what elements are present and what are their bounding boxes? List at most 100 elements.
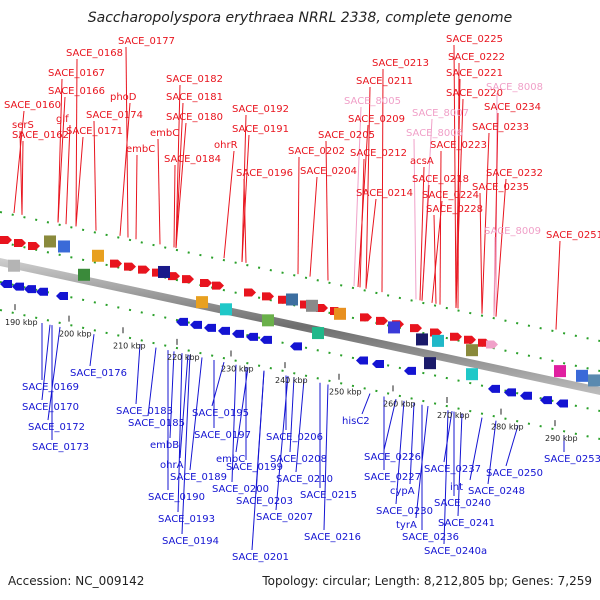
bottom-gene-label: SACE_0173 (32, 442, 89, 453)
reverse-gene-arrow (190, 320, 202, 329)
bottom-gene-label: SACE_0176 (70, 368, 127, 379)
reverse-gene-arrow (24, 285, 36, 294)
top-label-leaders (13, 44, 561, 330)
bottom-gene-label: SACE_0195 (192, 408, 249, 419)
bottom-gene-label: SACE_0200 (212, 484, 269, 495)
bottom-gene-label: SACE_0206 (266, 432, 323, 443)
bottom-label-leader (189, 357, 203, 471)
reverse-gene-arrow (556, 399, 568, 408)
bottom-gene-label: hisC2 (342, 416, 370, 427)
reverse-gene-arrow (12, 282, 24, 291)
top-gene-label: SACE_0182 (166, 74, 223, 85)
gene-box (554, 365, 566, 378)
gene-box (196, 296, 208, 309)
bottom-label-leader (169, 351, 175, 439)
bottom-gene-label: SACE_0203 (236, 496, 293, 507)
genome-title: Saccharopolyspora erythraea NRRL 2338, c… (87, 10, 513, 26)
top-label-leader (353, 106, 362, 287)
top-label-leader (479, 192, 483, 314)
top-label-leader (381, 68, 384, 293)
top-gene-label: SACE_0222 (448, 52, 505, 63)
top-label-leader (223, 150, 235, 259)
top-gene-label: SACE_8007 (412, 108, 469, 119)
scale-label: 270 kbp (437, 411, 470, 420)
top-label-leader (241, 134, 250, 263)
reverse-gene-arrow (204, 323, 216, 332)
top-label-leader (21, 140, 24, 215)
top-gene-label: embC (126, 144, 155, 155)
top-label-leader (173, 164, 176, 248)
bottom-gene-label: embC (216, 454, 245, 465)
reverse-gene-arrow (540, 396, 552, 405)
bottom-gene-label: SACE_0207 (256, 512, 313, 523)
reverse-gene-arrow (218, 326, 230, 335)
bottom-label-leader (251, 370, 265, 551)
scale-labels: 190 kbp 200 kbp 210 kbp 220 kbp 230 kbp 240 k… (5, 318, 578, 443)
top-gene-label: SACE_0213 (372, 58, 429, 69)
top-label-leader (433, 214, 437, 304)
bottom-label-leader (469, 417, 483, 481)
gene-box (334, 307, 346, 320)
bottom-gene-label: SACE_0193 (158, 514, 215, 525)
bottom-label-leader (505, 425, 519, 467)
reverse-gene-arrow (176, 317, 188, 326)
top-label-leader (175, 84, 181, 248)
top-gene-label: SACE_0162 (12, 130, 69, 141)
top-gene-label: SACE_0228 (426, 204, 483, 215)
gene-box (78, 268, 90, 281)
reverse-gene-arrow (372, 359, 384, 368)
top-gene-label: SACE_0180 (166, 112, 223, 123)
gene-box (588, 374, 600, 387)
top-label-leader (57, 78, 63, 223)
bottom-label-leader (361, 393, 371, 415)
top-label-leader (413, 138, 417, 300)
top-label-leader (119, 102, 131, 236)
reverse-gene-arrow (504, 388, 516, 397)
top-gene-label: SACE_8009 (484, 226, 541, 237)
top-label-leader (493, 236, 496, 317)
scale-label: 190 kbp (5, 318, 38, 327)
top-label-leader (57, 96, 66, 223)
gene-box (576, 369, 588, 382)
gene-box (158, 265, 170, 278)
forward-gene-arrow (182, 275, 194, 284)
bottom-gene-label: SACE_0236 (402, 532, 459, 543)
top-gene-label: ohrR (214, 140, 238, 151)
bottom-label-leader (409, 402, 415, 485)
top-gene-label: SACE_0224 (422, 190, 479, 201)
top-gene-label: SACE_0184 (164, 154, 221, 165)
bottom-gene-label: SACE_0201 (232, 552, 289, 563)
reverse-gene-arrow (404, 366, 416, 375)
bottom-label-leader (275, 375, 289, 511)
forward-gene-arrow (464, 335, 476, 344)
bottom-gene-label: SACE_0248 (468, 486, 525, 497)
forward-gene-arrow (14, 239, 26, 248)
gene-box (8, 259, 20, 272)
gene-box (312, 327, 324, 340)
bottom-gene-label: SACE_0208 (270, 454, 327, 465)
genome-backbone (0, 258, 600, 395)
bottom-label-leader (289, 377, 295, 453)
gene-box (466, 344, 478, 357)
bottom-label-leader (89, 334, 95, 367)
reverse-gene-arrow (36, 287, 48, 296)
top-label-leader (75, 136, 84, 227)
top-gene-label: SACE_0196 (236, 168, 293, 179)
reverse-gene-arrow (0, 280, 12, 288)
top-label-leader (419, 166, 425, 301)
top-label-leader (431, 200, 443, 303)
top-gene-label: SACE_0192 (232, 104, 289, 115)
forward-gene-arrow (410, 324, 422, 333)
top-gene-label: SACE_8006 (406, 128, 463, 139)
top-gene-label: SACE_8008 (486, 82, 543, 93)
top-label-leader (365, 86, 371, 289)
bottom-gene-label: SACE_0226 (364, 452, 421, 463)
top-gene-label: SACE_0234 (484, 102, 541, 113)
bottom-gene-label: SACE_0190 (148, 492, 205, 503)
top-gene-label: SACE_0166 (48, 86, 105, 97)
bottom-gene-label: ohrA (160, 460, 184, 471)
top-label-leader (455, 78, 461, 309)
top-gene-label: SACE_0174 (86, 110, 143, 121)
bottom-gene-label: SACE_0253 (544, 454, 600, 465)
